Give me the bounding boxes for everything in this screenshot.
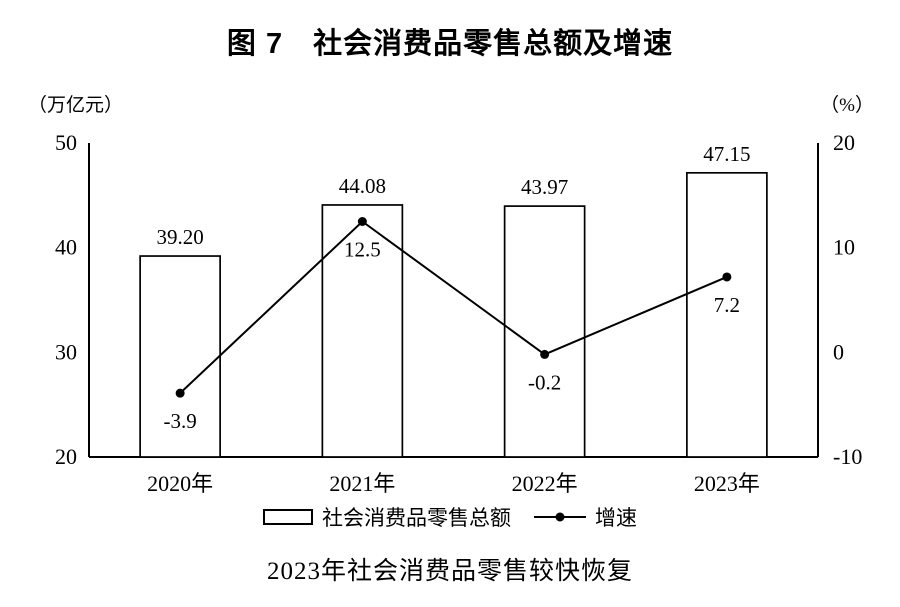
- bar-value-label: 43.97: [521, 175, 568, 199]
- figure-caption: 2023年社会消费品零售较快恢复: [266, 558, 633, 585]
- right-axis-tick-label: 0: [833, 339, 844, 364]
- line-value-label: 7.2: [714, 293, 740, 317]
- right-axis-tick-label: -10: [833, 444, 862, 469]
- bar: [686, 171, 768, 458]
- line-value-label: -0.2: [528, 370, 561, 394]
- legend-line-swatch-icon: [534, 512, 586, 522]
- line-point: [540, 349, 550, 359]
- line-point: [175, 388, 185, 398]
- legend-line-label: 增速: [595, 506, 637, 530]
- left-axis-tick-label: 50: [55, 130, 77, 155]
- line-point: [722, 272, 732, 282]
- x-axis-category-label: 2020年: [147, 471, 213, 496]
- bar: [139, 255, 221, 458]
- chart-title: 图 7 社会消费品零售总额及增速: [226, 28, 674, 60]
- x-axis-category-label: 2021年: [329, 471, 395, 496]
- left-axis-tick-label: 40: [55, 235, 77, 260]
- right-axis-tick-label: 10: [833, 235, 855, 260]
- bar-value-label: 47.15: [703, 142, 750, 166]
- growth-line: [179, 220, 728, 394]
- line-point: [357, 217, 367, 226]
- bar-value-label: 44.08: [339, 174, 386, 198]
- bar: [503, 205, 586, 458]
- chart-legend: 社会消费品零售总额 增速: [0, 502, 900, 532]
- x-axis-category-label: 2023年: [694, 471, 760, 496]
- legend-bar-swatch-icon: [263, 509, 313, 525]
- line-value-label: 12.5: [344, 238, 381, 262]
- right-axis-unit: （%）: [820, 95, 874, 116]
- left-axis-tick-label: 20: [55, 444, 77, 469]
- right-axis-tick-label: 20: [833, 130, 855, 155]
- x-axis-category-label: 2022年: [512, 471, 578, 496]
- line-value-label: -3.9: [164, 409, 197, 433]
- left-axis-unit: （万亿元）: [28, 95, 124, 116]
- legend-bar-label: 社会消费品零售总额: [322, 506, 511, 530]
- bar-value-label: 39.20: [157, 225, 204, 249]
- left-axis-tick-label: 30: [55, 339, 77, 364]
- legend-line-dot-icon: [555, 512, 565, 522]
